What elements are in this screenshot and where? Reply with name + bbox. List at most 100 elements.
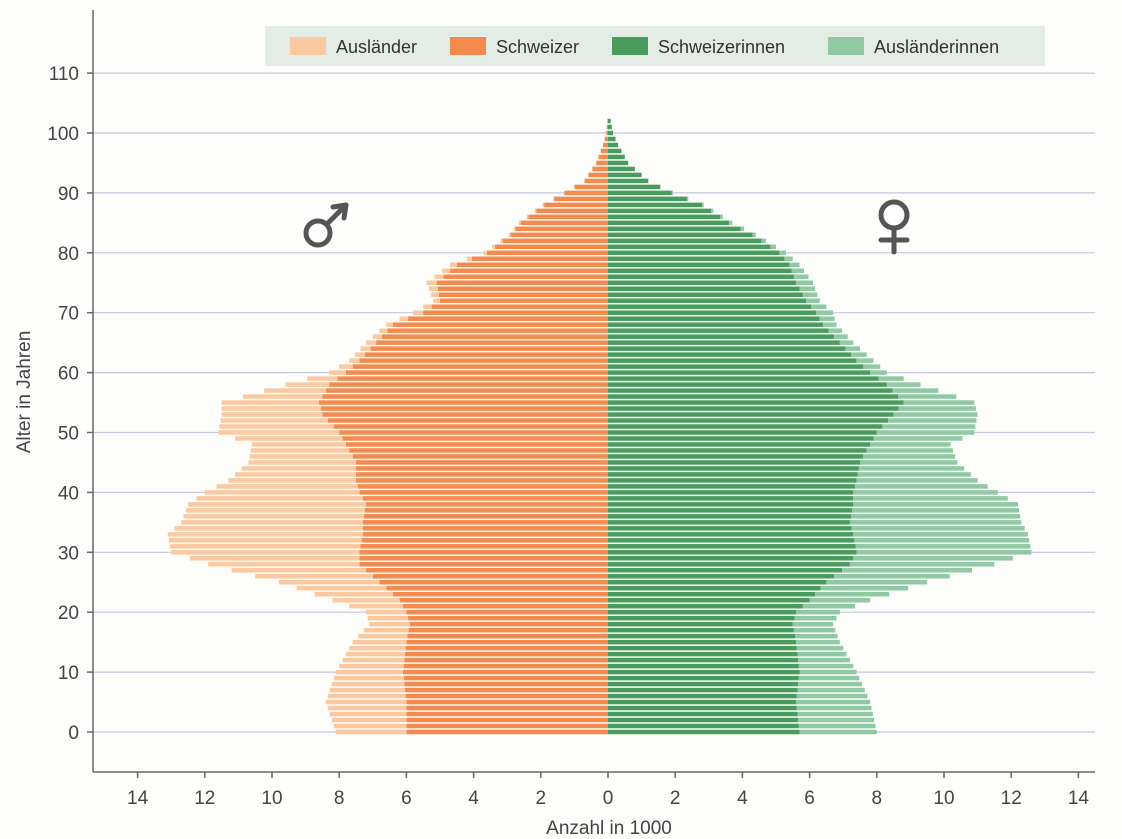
bar-schweizer [406, 711, 608, 717]
bar-schweizer [359, 550, 608, 555]
bar-schweizerinnen [608, 448, 867, 453]
bar-auslaender [242, 394, 323, 399]
y-axis-title: Alter in Jahren [14, 331, 35, 454]
bar-auslaender [278, 580, 380, 585]
bar-schweizerinnen [608, 639, 797, 645]
bar-schweizerinnen [608, 454, 864, 459]
bar-schweizerinnen [608, 256, 785, 262]
bar-schweizer [450, 268, 608, 274]
x-tick-label: 6 [804, 788, 815, 809]
legend-background [265, 26, 1045, 66]
y-tick-label: 80 [58, 244, 79, 265]
bar-auslaender [339, 364, 353, 369]
bar-schweizer [406, 609, 608, 615]
bar-schweizerinnen [608, 681, 799, 687]
bar-auslaenderinnen [863, 364, 881, 369]
bar-auslaender [251, 442, 346, 447]
bar-schweizerinnen [608, 172, 642, 178]
bar-auslaender [526, 214, 529, 220]
bar-schweizerinnen [608, 502, 854, 507]
bar-schweizer [456, 262, 608, 268]
bar-auslaender [221, 406, 321, 411]
bar-auslaender [329, 711, 407, 717]
bar-schweizerinnen [608, 208, 712, 214]
bar-auslaenderinnen [797, 687, 865, 693]
bar-auslaenderinnen [798, 681, 863, 687]
bar-auslaender [508, 232, 511, 238]
bar-auslaenderinnen [711, 208, 714, 214]
bar-schweizerinnen [608, 538, 855, 543]
bar-schweizer [359, 562, 608, 567]
bar-schweizerinnen [608, 478, 857, 483]
bar-auslaender [332, 597, 400, 603]
bar-schweizer [352, 454, 608, 459]
bar-schweizerinnen [608, 202, 703, 208]
bar-auslaenderinnen [686, 196, 689, 202]
bar-schweizerinnen [608, 394, 899, 399]
bar-schweizer [357, 484, 608, 489]
bar-auslaender [218, 430, 340, 435]
legend-swatch [828, 37, 864, 55]
bar-auslaenderinnen [854, 484, 988, 489]
bar-schweizerinnen [608, 562, 850, 567]
bar-schweizer [554, 196, 608, 202]
bar-auslaender [349, 358, 360, 363]
x-tick-label: 2 [536, 788, 547, 809]
bar-auslaenderinnen [851, 352, 867, 357]
bar-schweizerinnen [608, 250, 780, 256]
bar-auslaender [428, 286, 438, 291]
x-tick-label: 12 [1001, 788, 1022, 809]
bar-auslaenderinnen [878, 376, 904, 381]
bar-schweizerinnen [608, 574, 835, 579]
bar-schweizerinnen [608, 669, 800, 675]
bar-schweizer [392, 322, 608, 327]
bar-schweizer [345, 370, 608, 375]
bar-auslaender [442, 268, 451, 274]
bar-auslaender [231, 568, 367, 573]
bar-auslaenderinnen [770, 244, 776, 250]
bar-schweizer [536, 208, 608, 214]
bar-auslaender [431, 292, 439, 297]
bar-schweizer [406, 699, 608, 705]
bar-auslaenderinnen [784, 256, 793, 262]
bar-auslaenderinnen [728, 220, 733, 226]
bar-schweizer [405, 651, 608, 657]
bar-schweizerinnen [608, 274, 794, 280]
bar-auslaender [379, 328, 388, 333]
bar-auslaenderinnen [870, 442, 951, 447]
bar-auslaender [369, 621, 410, 627]
bar-schweizerinnen [608, 328, 829, 333]
y-tick-label: 30 [58, 543, 79, 564]
bar-auslaenderinnen [857, 472, 971, 477]
bar-schweizer [333, 424, 608, 429]
bar-schweizerinnen [608, 298, 807, 303]
bar-schweizerinnen [608, 705, 797, 711]
bar-auslaender [331, 681, 405, 687]
bars [167, 118, 1032, 735]
bar-schweizer [360, 544, 608, 549]
bar-schweizerinnen [608, 142, 619, 148]
bar-schweizer [403, 675, 608, 681]
bar-schweizer [431, 304, 608, 309]
bar-schweizer [356, 472, 608, 477]
bar-auslaenderinnen [779, 250, 787, 256]
bar-auslaenderinnen [797, 651, 847, 657]
bar-schweizer [406, 723, 608, 729]
bar-auslaenderinnen [819, 316, 835, 321]
bar-schweizerinnen [608, 514, 852, 519]
bar-schweizer [606, 124, 608, 130]
bar-auslaenderinnen [893, 412, 978, 417]
bar-auslaender [219, 424, 334, 429]
legend-label: Ausländerinnen [874, 37, 999, 57]
x-tick-label: 2 [670, 788, 681, 809]
bar-schweizer [403, 669, 608, 675]
bar-schweizerinnen [608, 627, 794, 633]
bar-auslaenderinnen [898, 406, 976, 411]
bar-auslaenderinnen [799, 729, 877, 735]
bar-schweizerinnen [608, 412, 894, 417]
x-tick-label: 14 [1068, 788, 1090, 809]
bar-auslaender [174, 526, 363, 531]
bar-auslaenderinnen [854, 538, 1030, 543]
bar-auslaender [185, 508, 365, 513]
bar-auslaenderinnen [834, 574, 950, 579]
